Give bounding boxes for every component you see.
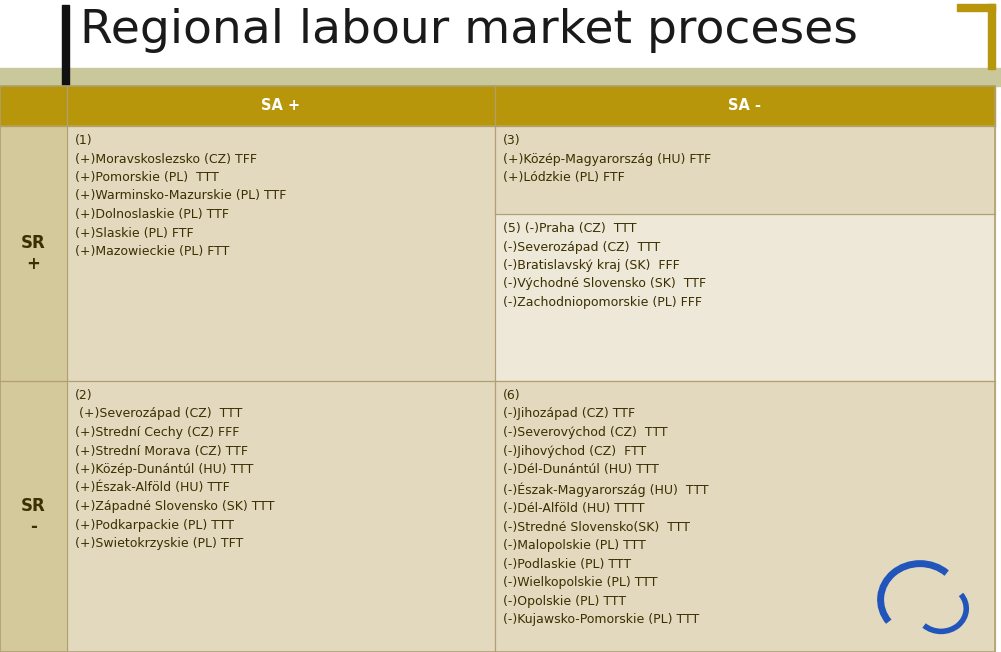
Bar bbox=[62, 5, 69, 85]
Text: Regional labour market proceses: Regional labour market proceses bbox=[80, 8, 858, 53]
Bar bbox=[957, 4, 995, 11]
Text: SA +: SA + bbox=[261, 98, 300, 113]
Bar bbox=[67, 126, 495, 381]
Bar bbox=[0, 86, 995, 126]
Bar bbox=[495, 126, 995, 214]
Bar bbox=[0, 126, 67, 381]
Text: (5) (-)Praha (CZ)  TTT
(-)Severozápad (CZ)  TTT
(-)Bratislavský kraj (SK)  FFF
(: (5) (-)Praha (CZ) TTT (-)Severozápad (CZ… bbox=[503, 222, 706, 309]
Text: (3)
(+)Közép-Magyarország (HU) FTF
(+)Lódzkie (PL) FTF: (3) (+)Közép-Magyarország (HU) FTF (+)Ló… bbox=[503, 134, 711, 184]
Text: SR
+: SR + bbox=[21, 234, 46, 273]
Bar bbox=[67, 381, 495, 652]
Text: SR
-: SR - bbox=[21, 497, 46, 536]
Bar bbox=[0, 86, 995, 652]
Text: SA -: SA - bbox=[729, 98, 762, 113]
Bar bbox=[495, 381, 995, 652]
Text: (1)
(+)Moravskoslezsko (CZ) TFF
(+)Pomorskie (PL)  TTT
(+)Warminsko-Mazurskie (P: (1) (+)Moravskoslezsko (CZ) TFF (+)Pomor… bbox=[75, 134, 286, 258]
Text: (6)
(-)Jihozápad (CZ) TTF
(-)Severovýchod (CZ)  TTT
(-)Jihovýchod (CZ)  FTT
(-)D: (6) (-)Jihozápad (CZ) TTF (-)Severovýcho… bbox=[503, 389, 709, 627]
Bar bbox=[988, 4, 995, 69]
Text: (2)
 (+)Severozápad (CZ)  TTT
(+)Strední Cechy (CZ) FFF
(+)Strední Morava (CZ) T: (2) (+)Severozápad (CZ) TTT (+)Strední C… bbox=[75, 389, 274, 550]
Bar bbox=[0, 68, 1001, 86]
Bar bbox=[0, 381, 67, 652]
Bar bbox=[495, 214, 995, 381]
